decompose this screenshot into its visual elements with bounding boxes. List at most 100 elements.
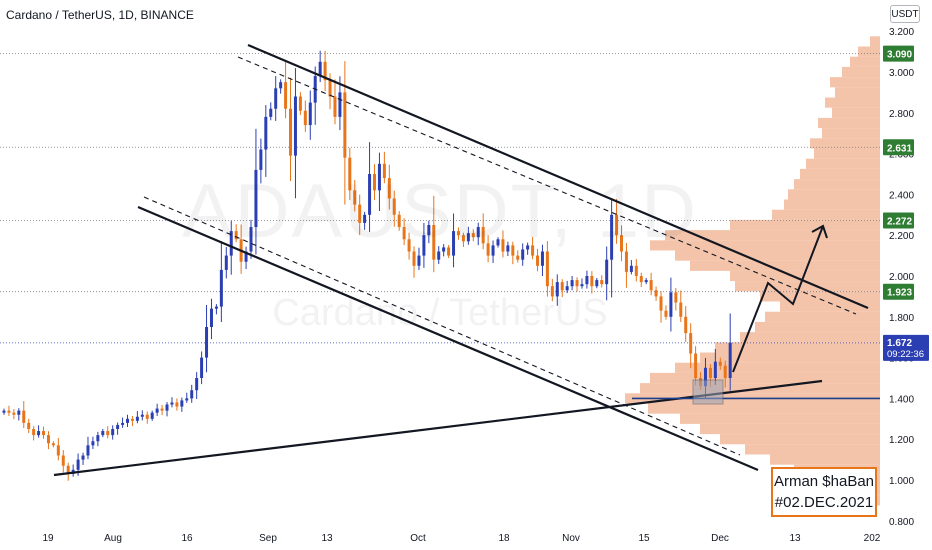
candle-body	[437, 251, 441, 260]
candle-body	[491, 245, 495, 256]
candle-body	[150, 412, 154, 419]
candle-body	[328, 80, 332, 97]
candle-body	[264, 116, 268, 150]
volume-profile-bar	[806, 158, 880, 169]
y-axis-tick-label: 1.200	[889, 435, 914, 446]
candle-body	[106, 431, 110, 436]
candle-body	[452, 231, 456, 256]
candle-body	[659, 296, 663, 311]
candle-body	[86, 445, 90, 456]
volume-profile-bar	[818, 117, 880, 129]
x-axis-tick-label: 19	[42, 533, 54, 544]
volume-profile-bar	[794, 179, 880, 190]
candle-body	[540, 251, 544, 266]
signature-name: Arman $haBan	[773, 473, 875, 490]
y-axis-tick-label: 2.000	[889, 272, 914, 283]
candle-body	[536, 255, 540, 266]
candle-body	[66, 465, 70, 474]
currency-button[interactable]: USDT	[890, 5, 920, 23]
candle-body	[303, 110, 307, 126]
candle-body	[274, 88, 278, 109]
y-axis-tick-label: 2.200	[889, 231, 914, 242]
candle-body	[259, 149, 263, 170]
x-axis-tick-label: Aug	[104, 533, 122, 544]
candle-body	[214, 306, 218, 309]
volume-profile-bar	[765, 311, 880, 322]
y-axis-tick-label: 2.800	[889, 109, 914, 120]
candle-body	[718, 361, 722, 366]
candle-body	[669, 292, 673, 317]
candle-body	[190, 390, 194, 399]
candle-body	[111, 429, 115, 436]
candle-body	[684, 316, 688, 334]
candle-body	[481, 227, 485, 244]
channel-lower-line	[137, 205, 759, 472]
candle-body	[708, 367, 712, 378]
candle-body	[565, 286, 569, 291]
volume-profile-bar	[772, 209, 880, 220]
volume-profile-bar	[780, 301, 880, 312]
candle-body	[427, 225, 431, 236]
x-axis-tick-label: 15	[638, 533, 650, 544]
candle-body	[22, 410, 26, 423]
candle-body	[279, 82, 283, 89]
x-axis-tick-label: 16	[181, 533, 193, 544]
candle-body	[244, 251, 248, 262]
candle-body	[432, 225, 436, 260]
candle-body	[639, 276, 643, 283]
candle-body	[590, 276, 594, 287]
candle-body	[135, 416, 139, 421]
chart-title: Cardano / TetherUS, 1D, BINANCE	[6, 8, 194, 22]
volume-profile-bar	[680, 413, 880, 424]
candle-body	[348, 157, 352, 191]
candle-body	[17, 410, 21, 415]
candle-body	[101, 431, 105, 436]
candle-body	[585, 276, 589, 285]
candle-body	[91, 441, 95, 446]
candle-body	[392, 198, 396, 215]
candle-body	[615, 214, 619, 236]
candle-body	[46, 435, 50, 444]
candle-body	[471, 233, 475, 238]
y-axis-tick-label: 2.400	[889, 190, 914, 201]
price-tag-bg	[883, 139, 914, 156]
price-tag-bg	[883, 212, 914, 229]
candle-body	[516, 255, 520, 260]
candle-body	[560, 282, 564, 291]
candle-body	[442, 247, 446, 252]
candle-body	[664, 310, 668, 317]
candle-body	[649, 280, 653, 291]
candle-body	[185, 398, 189, 401]
x-axis-tick-label: 202	[864, 533, 881, 544]
candle-body	[42, 431, 46, 436]
signature-date: #02.DEC.2021	[774, 494, 874, 511]
candle-body	[545, 251, 549, 287]
volume-profile-bar	[740, 332, 880, 343]
candle-body	[674, 292, 678, 303]
candle-body	[713, 361, 717, 378]
volume-profile-bar	[850, 56, 880, 67]
volume-profile-bar	[700, 352, 880, 363]
candle-body	[338, 92, 342, 117]
candle-body	[412, 251, 416, 266]
candle-body	[318, 61, 322, 77]
candle-body	[447, 247, 451, 256]
candle-body	[526, 245, 530, 250]
candle-body	[358, 204, 362, 223]
candle-body	[496, 239, 500, 246]
candle-body	[694, 353, 698, 378]
candle-body	[580, 284, 584, 287]
candle-body	[2, 410, 6, 413]
projection-path	[732, 225, 824, 373]
candle-body	[32, 429, 36, 436]
countdown-label: 09:22:36	[887, 349, 924, 360]
volume-profile-bar	[870, 36, 880, 47]
candle-body	[466, 233, 470, 242]
candle-body	[116, 424, 120, 429]
candle-body	[397, 214, 401, 228]
candle-body	[368, 174, 372, 215]
volume-profile-bar	[690, 260, 880, 271]
candle-body	[353, 190, 357, 205]
